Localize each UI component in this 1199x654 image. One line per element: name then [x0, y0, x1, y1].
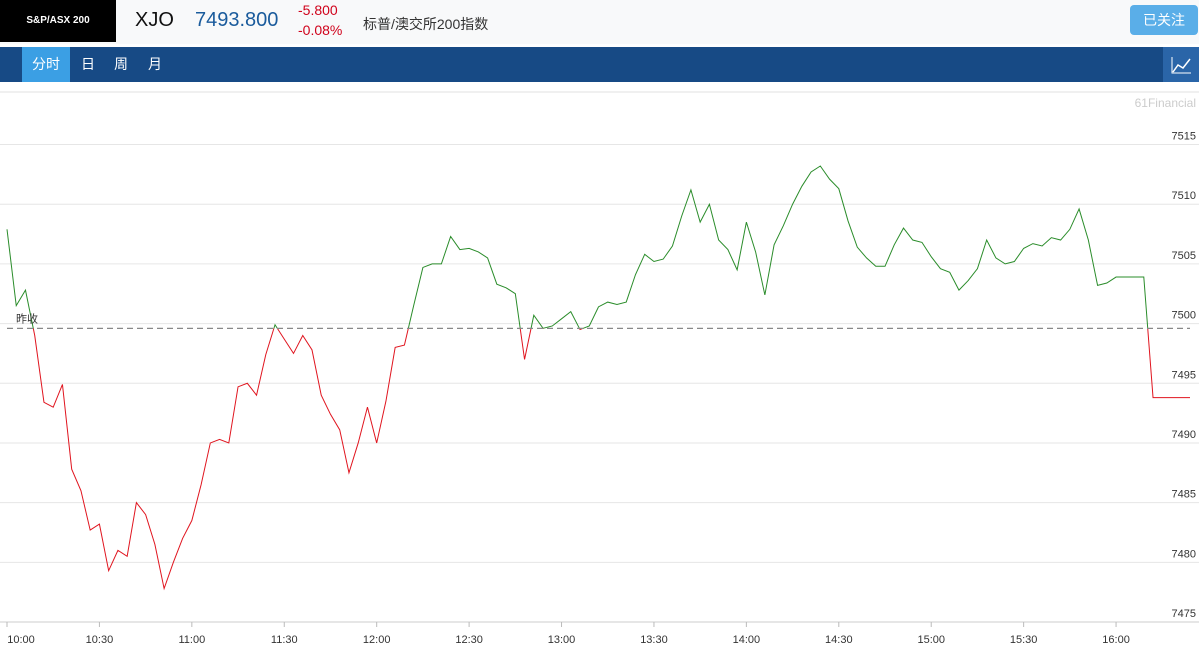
price: 7493.800 — [195, 9, 279, 31]
reference-label: 昨收 — [16, 311, 38, 325]
tab-bar: 分时 日 周 月 — [0, 47, 1199, 82]
x-tick-label: 10:30 — [86, 634, 114, 646]
tab[interactable]: 月 — [148, 56, 162, 72]
y-tick-label: 7500 — [1172, 310, 1196, 322]
y-tick-label: 7480 — [1172, 548, 1196, 560]
symbol: XJO — [135, 9, 174, 31]
watermark: 61Financial — [1135, 96, 1196, 110]
x-tick-label: 14:00 — [733, 634, 761, 646]
change-pct: -0.08% — [298, 22, 343, 38]
chart-icon[interactable] — [1163, 47, 1199, 82]
y-tick-label: 7505 — [1172, 250, 1196, 262]
index-name: 标普/澳交所200指数 — [363, 16, 489, 32]
follow-button[interactable]: 已关注 — [1130, 5, 1198, 35]
x-tick-label: 13:30 — [640, 634, 668, 646]
x-tick-label: 15:30 — [1010, 634, 1038, 646]
x-tick-label: 13:00 — [548, 634, 576, 646]
x-tick-label: 12:30 — [455, 634, 483, 646]
tab[interactable]: 分时 — [22, 47, 70, 82]
x-tick-label: 11:30 — [271, 634, 298, 646]
tab[interactable]: 周 — [114, 56, 128, 72]
y-tick-label: 7510 — [1172, 190, 1196, 202]
y-tick-label: 7490 — [1172, 429, 1196, 441]
tab[interactable]: 日 — [81, 56, 95, 72]
price-line — [6, 165, 1190, 591]
header: S&P/ASX 200 XJO 7493.800 -5.800 -0.08% 标… — [0, 0, 1199, 44]
logo: S&P/ASX 200 — [0, 0, 116, 42]
x-tick-label: 12:00 — [363, 634, 391, 646]
icon — [1171, 57, 1191, 74]
y-tick-label: 7495 — [1172, 369, 1196, 381]
y-tick-label: 7485 — [1172, 489, 1196, 501]
x-tick-label: 10:00 — [7, 634, 35, 646]
chart: 61Financial 7475 7480 7485 7490 7495 7500 7505… — [0, 91, 1199, 646]
x-tick-label: 15:00 — [917, 634, 945, 646]
x-tick-label: 16:00 — [1102, 634, 1130, 646]
y-tick-label: 7475 — [1172, 608, 1196, 620]
y-tick-label: 7515 — [1172, 131, 1196, 143]
change: -5.800 — [298, 2, 338, 18]
x-tick-label: 11:00 — [178, 634, 205, 646]
x-tick-label: 14:30 — [825, 634, 853, 646]
